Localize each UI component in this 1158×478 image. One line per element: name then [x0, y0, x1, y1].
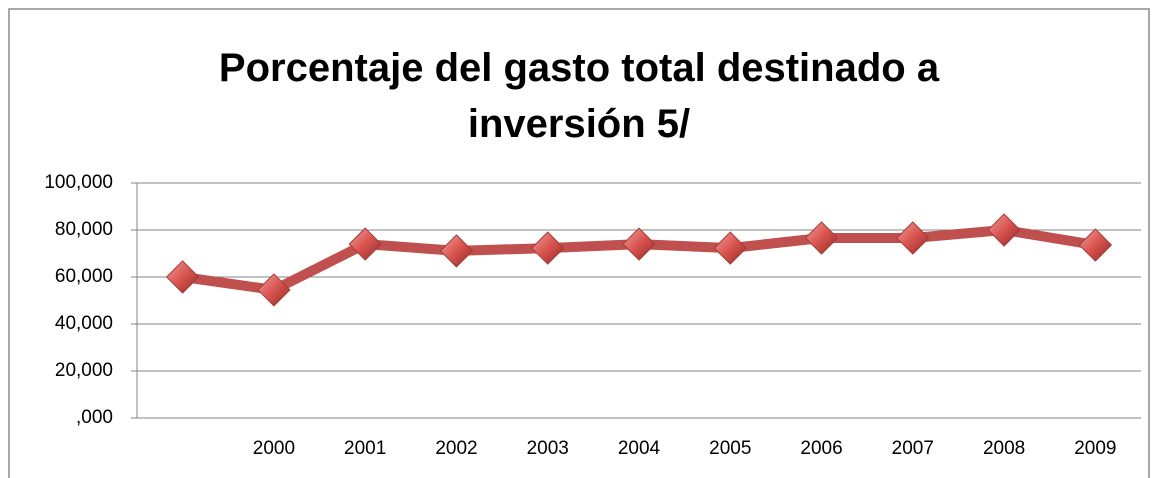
y-tick-label: 80,000	[55, 219, 113, 240]
data-marker	[257, 273, 291, 307]
y-tick-label: ,000	[76, 407, 113, 428]
chart-title: Porcentaje del gasto total destinado a i…	[218, 46, 940, 146]
data-marker	[439, 234, 474, 268]
data-marker	[531, 231, 565, 265]
y-tick-label: 40,000	[55, 313, 113, 334]
y-tick-label: 20,000	[55, 360, 113, 381]
y-tick-label: 60,000	[55, 266, 113, 287]
data-marker	[1078, 228, 1113, 262]
x-tick-label: 2009	[1074, 438, 1116, 459]
x-tick-label: 2001	[344, 438, 386, 459]
x-tick-label: 2008	[983, 438, 1025, 459]
x-tick-label: 2006	[800, 438, 842, 459]
x-tick-label: 2003	[527, 438, 569, 459]
x-tick-label: 2005	[709, 438, 751, 459]
data-marker	[622, 227, 656, 261]
x-tick-label: 2004	[618, 438, 661, 459]
x-tick-label: 2002	[435, 438, 477, 459]
x-tick-label: 2000	[253, 438, 295, 459]
y-tick-label: 100,000	[44, 172, 113, 193]
data-marker	[348, 227, 382, 261]
chart-frame	[8, 8, 1150, 478]
data-marker	[713, 231, 747, 265]
data-marker	[165, 260, 200, 294]
data-marker	[987, 213, 1021, 247]
data-marker	[804, 221, 839, 255]
data-marker	[896, 221, 930, 255]
x-tick-label: 2007	[892, 438, 934, 459]
